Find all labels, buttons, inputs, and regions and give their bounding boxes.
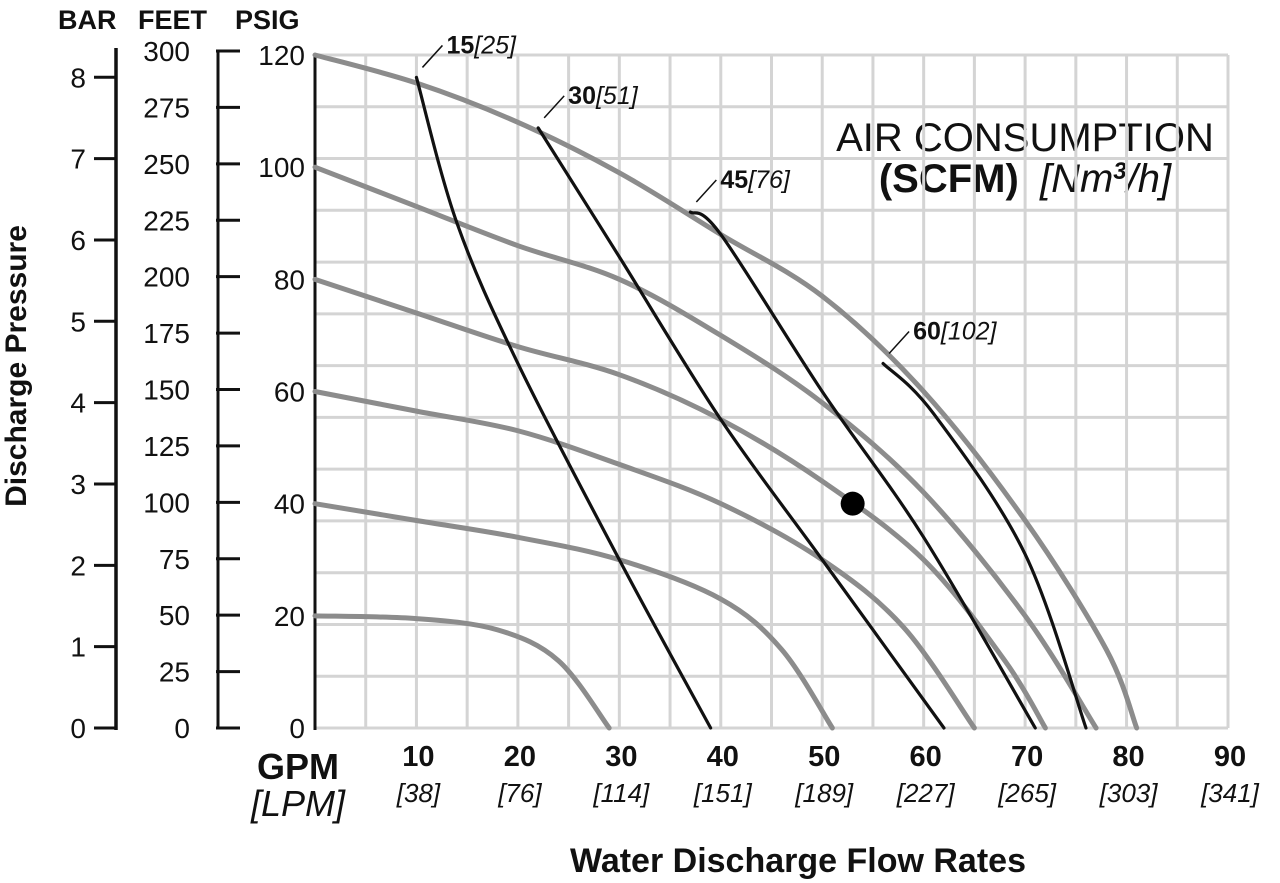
bar-tick-label: 4 [70, 388, 86, 419]
y-axis-title: Discharge Pressure [0, 225, 33, 507]
performance-curve [312, 164, 1099, 731]
feet-tick-label: 225 [143, 205, 190, 236]
air-curve-label-scfm: 45 [720, 166, 748, 194]
bar-tick-label: 0 [70, 713, 86, 744]
bar-tick-label: 8 [70, 62, 86, 93]
bar-tick-label: 6 [70, 225, 86, 256]
x-tick-label-gpm: 80 [1112, 741, 1144, 773]
feet-tick-label: 150 [143, 375, 190, 406]
air-curve-label-nm3h: [102] [940, 317, 998, 345]
air-curve-label-nm3h: [25] [473, 31, 517, 59]
air-curve-label: 15[25] [446, 31, 517, 59]
air-curve-leader [695, 179, 717, 203]
air-consumption-curves: 15[25] 30[51] 45[76] 60[102] [414, 31, 1088, 730]
feet-tick-label: 300 [143, 36, 190, 67]
air-curve-leader [543, 95, 565, 119]
feet-tick-label: 0 [174, 713, 190, 744]
psig-header: PSIG [235, 5, 300, 35]
psig-tick-label: 60 [274, 377, 305, 408]
air-curve-label-nm3h: [51] [595, 82, 639, 110]
tick-labels: 0204060801001200255075100125150175200225… [70, 36, 1259, 808]
x-axis-title: Water Discharge Flow Rates [570, 842, 1026, 880]
x-tick-label-lpm: [114] [592, 778, 650, 808]
x-tick-label-lpm: [38] [396, 778, 441, 808]
x-tick-label-lpm: [265] [997, 778, 1057, 808]
performance-curve [312, 613, 612, 731]
psig-tick-label: 20 [274, 601, 305, 632]
bar-tick-label: 2 [70, 550, 86, 581]
x-tick-label-lpm: [76] [497, 778, 542, 808]
x-tick-label-lpm: [227] [896, 778, 956, 808]
air-curve-leader [888, 330, 910, 354]
feet-header: FEET [138, 5, 208, 35]
psig-tick-label: 40 [274, 489, 305, 520]
x-unit-gpm: GPM [257, 746, 339, 787]
x-tick-label-gpm: 40 [707, 741, 739, 773]
air-consumption-curve [881, 361, 1088, 730]
air-consumption-curve [414, 75, 713, 730]
operating-point [840, 491, 865, 516]
feet-tick-label: 100 [143, 487, 190, 518]
x-tick-label-lpm: [341] [1200, 778, 1260, 808]
feet-tick-label: 275 [143, 92, 190, 123]
x-tick-label-gpm: 90 [1214, 741, 1246, 773]
x-unit-lpm: [LPM] [250, 783, 346, 824]
air-consumption-curve [536, 126, 946, 730]
feet-tick-label: 250 [143, 149, 190, 180]
air-curve-label-nm3h: [76] [747, 166, 791, 194]
bar-tick-label: 7 [70, 144, 86, 175]
feet-tick-label: 125 [143, 431, 190, 462]
air-curve-label: 60[102] [913, 317, 997, 345]
bar-header: BAR [58, 5, 117, 35]
feet-tick-label: 200 [143, 262, 190, 293]
feet-tick-label: 25 [159, 657, 190, 688]
performance-curve [312, 501, 835, 731]
air-curve-leader [421, 44, 443, 68]
x-tick-label-lpm: [189] [794, 778, 854, 808]
performance-curves [312, 52, 1140, 731]
psig-tick-label: 80 [274, 264, 305, 295]
legend-units: (SCFM) [Nm3/h] [879, 157, 1172, 201]
x-tick-label-gpm: 70 [1011, 741, 1043, 773]
legend-h: /h] [1124, 157, 1172, 201]
air-curve-label-scfm: 60 [913, 317, 941, 345]
performance-curve [312, 52, 1140, 731]
feet-tick-label: 75 [159, 544, 190, 575]
psig-tick-label: 0 [289, 713, 305, 744]
x-tick-label-gpm: 30 [605, 741, 637, 773]
air-curve-label: 45[76] [720, 166, 791, 194]
legend-sup: 3 [1113, 158, 1127, 185]
air-curve-label-scfm: 30 [568, 82, 596, 110]
feet-tick-label: 175 [143, 318, 190, 349]
psig-tick-label: 100 [258, 152, 305, 183]
x-tick-label-lpm: [151] [693, 778, 753, 808]
air-curve-label: 30[51] [568, 82, 639, 110]
air-curve-label-scfm: 15 [446, 31, 474, 59]
x-tick-label-lpm: [303] [1099, 778, 1159, 808]
psig-tick-label: 120 [258, 40, 305, 71]
x-tick-label-gpm: 60 [910, 741, 942, 773]
performance-curve [312, 389, 977, 731]
legend-scfm: (SCFM) [879, 157, 1019, 201]
feet-tick-label: 50 [159, 600, 190, 631]
bar-tick-label: 3 [70, 469, 86, 500]
x-tick-label-gpm: 50 [808, 741, 840, 773]
bar-tick-label: 1 [70, 632, 86, 663]
x-tick-label-gpm: 10 [402, 741, 434, 773]
air-consumption-curve [688, 210, 1037, 730]
bar-tick-label: 5 [70, 306, 86, 337]
x-tick-label-gpm: 20 [504, 741, 536, 773]
